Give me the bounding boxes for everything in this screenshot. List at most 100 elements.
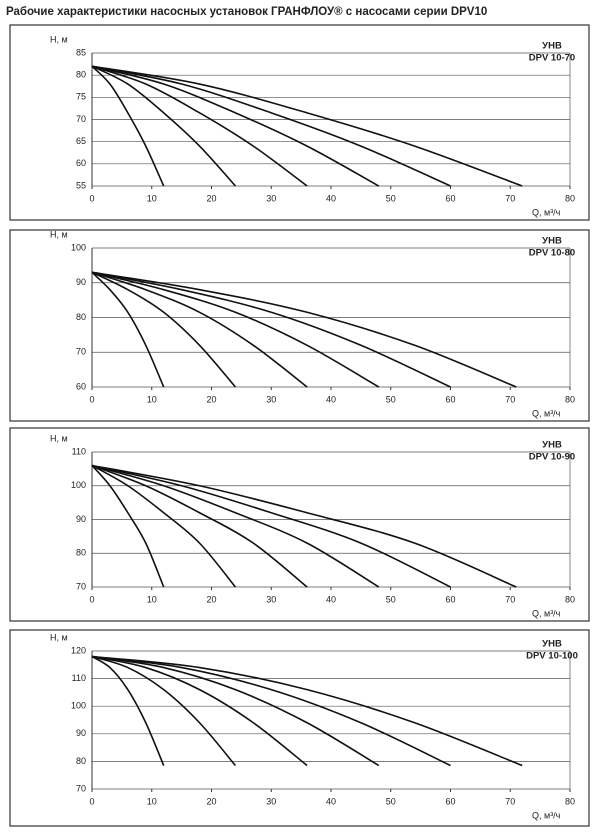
y-tick-label: 70 [76,783,86,793]
y-tick-label: 70 [76,581,86,591]
x-tick-label: 10 [147,394,157,404]
x-tick-label: 0 [89,796,94,806]
chart-label: УНВ [542,236,562,247]
chart-label: УНВ [542,639,562,650]
x-axis-label: Q, м³/ч [532,608,561,618]
x-tick-label: 40 [326,193,336,203]
x-tick-label: 0 [89,394,94,404]
x-tick-label: 80 [565,193,575,203]
curve [91,464,380,588]
x-tick-label: 0 [89,193,94,203]
x-tick-label: 60 [445,193,455,203]
curve [91,655,165,766]
x-tick-label: 60 [445,796,455,806]
y-tick-label: 70 [76,114,86,124]
curve [91,271,517,388]
y-axis-label: H, м [50,229,68,239]
x-tick-label: 50 [386,193,396,203]
x-tick-label: 30 [266,394,276,404]
x-tick-label: 50 [386,796,396,806]
x-tick-label: 10 [147,193,157,203]
panel-frame [9,629,590,827]
y-tick-label: 110 [72,673,86,683]
chart-model: DPV 10-70 [529,53,575,64]
x-axis-label: Q, м³/ч [532,408,561,418]
x-tick-label: 70 [505,193,515,203]
y-tick-label: 65 [76,136,86,146]
x-tick-label: 70 [505,796,515,806]
y-axis-label: H, м [50,433,68,443]
curve [91,271,380,388]
x-tick-label: 10 [147,796,157,806]
curve [91,271,308,388]
curve [91,464,165,588]
x-tick-label: 20 [206,394,216,404]
chart-model: DPV 10-90 [529,452,575,463]
panel-frame [9,24,590,221]
y-tick-label: 80 [76,756,86,766]
curve [91,65,451,187]
curve [91,271,451,388]
curve [91,464,451,588]
curve [91,655,237,767]
curve [91,464,237,588]
curve [91,655,523,767]
y-tick-label: 60 [76,158,86,168]
y-tick-label: 100 [71,242,86,252]
chart-model: DPV 10-80 [529,248,575,259]
curve [91,65,523,187]
curve [91,464,308,588]
curve [91,655,380,767]
page-title: Рабочие характеристики насосных установо… [6,6,487,18]
y-tick-label: 90 [76,277,86,287]
y-tick-label: 60 [76,381,86,391]
y-tick-label: 100 [71,480,86,490]
curve [91,271,237,388]
x-tick-label: 50 [386,394,396,404]
y-tick-label: 110 [72,446,86,456]
curve [91,655,451,767]
y-tick-label: 70 [76,347,86,357]
panel-frame [9,229,590,422]
x-tick-label: 30 [266,796,276,806]
panel-frame [9,427,590,622]
y-tick-label: 90 [76,514,86,524]
y-tick-label: 120 [71,645,86,655]
x-axis-label: Q, м³/ч [532,810,561,820]
curve [91,655,308,767]
x-tick-label: 40 [326,594,336,604]
chart-model: DPV 10-100 [526,651,578,662]
x-tick-label: 40 [326,796,336,806]
x-tick-label: 0 [89,594,94,604]
curve [91,464,517,588]
x-tick-label: 80 [565,394,575,404]
y-tick-label: 55 [76,180,86,190]
curve [91,65,165,187]
x-tick-label: 20 [206,594,216,604]
y-tick-label: 90 [76,728,86,738]
x-tick-label: 70 [505,594,515,604]
y-tick-label: 80 [76,70,86,80]
curve [91,271,165,388]
curve [91,65,236,187]
curve [91,65,380,187]
y-tick-label: 75 [76,92,86,102]
x-tick-label: 40 [326,394,336,404]
x-tick-label: 30 [266,193,276,203]
x-tick-label: 20 [206,796,216,806]
y-axis-label: H, м [50,34,68,44]
x-tick-label: 20 [206,193,216,203]
y-tick-label: 100 [71,701,86,711]
x-tick-label: 60 [445,594,455,604]
x-tick-label: 60 [445,394,455,404]
y-tick-label: 85 [76,47,86,57]
x-tick-label: 10 [147,594,157,604]
curve [91,65,308,187]
x-tick-label: 80 [565,796,575,806]
x-tick-label: 50 [386,594,396,604]
y-tick-label: 80 [76,548,86,558]
x-tick-label: 30 [266,594,276,604]
chart-label: УНВ [542,440,562,451]
x-axis-label: Q, м³/ч [532,207,561,217]
